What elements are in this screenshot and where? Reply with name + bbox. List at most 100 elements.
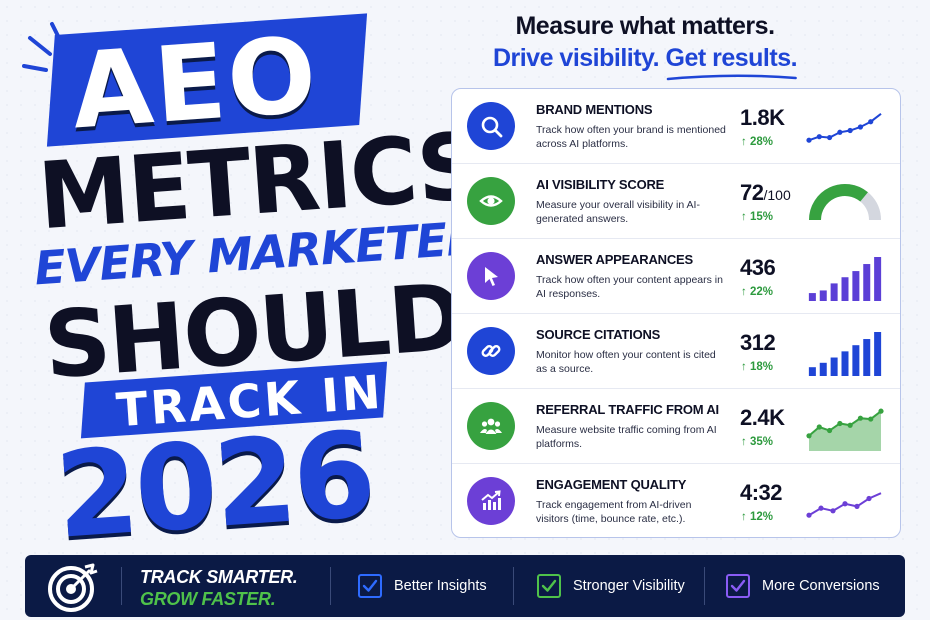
chart-bar — [819, 290, 827, 301]
chart-bar — [863, 339, 871, 376]
chart-point — [878, 408, 884, 414]
chart-bar — [808, 367, 816, 376]
chart-bar — [841, 351, 849, 376]
chart-bar — [841, 277, 849, 301]
eye-icon — [467, 177, 515, 225]
chart-point — [857, 415, 864, 421]
chart-point — [847, 127, 853, 134]
footer-divider — [121, 567, 122, 605]
tagline-get-results: Get results. — [665, 44, 798, 81]
metric-row-ai-visibility-score: AI VISIBILITY SCORE Measure your overall … — [452, 164, 900, 239]
check-icon — [726, 574, 750, 598]
chart-point — [866, 495, 872, 502]
underline-swoosh-icon — [666, 74, 797, 81]
gauge-fill — [809, 184, 868, 221]
feature-label: More Conversions — [762, 578, 880, 594]
chart-point — [842, 501, 848, 507]
chart-point — [806, 137, 812, 143]
feature-stronger-visibility: Stronger Visibility — [537, 573, 685, 599]
chart-bar — [874, 332, 882, 376]
metric-row-answer-appearances: ANSWER APPEARANCES Track how often your c… — [452, 239, 900, 314]
users-icon — [467, 402, 515, 450]
link-icon — [467, 327, 515, 375]
headline-year: 2026 — [51, 405, 377, 565]
chart-point — [816, 424, 822, 430]
metric-change: ↑ 18% — [741, 361, 773, 373]
metric-description: Measure your overall visibility in AI-ge… — [536, 199, 700, 225]
chart-bar — [808, 293, 816, 301]
chart-point — [826, 134, 833, 141]
chart-bar — [830, 357, 838, 376]
metric-row-brand-mentions: BRAND MENTIONS Track how often your brand… — [452, 89, 900, 164]
footer-banner: TRACK SMARTER. GROW FASTER. Better Insig… — [25, 555, 905, 617]
metric-value-number: 2.4K — [740, 405, 785, 430]
metric-description: Monitor how often your content is cited … — [536, 349, 716, 375]
metric-value-number: 72 — [740, 180, 764, 205]
metric-value-number: 1.8K — [740, 105, 785, 130]
chart-point — [818, 505, 824, 511]
chart-bar — [852, 271, 860, 301]
chart-point — [857, 124, 864, 130]
metric-change: ↑ 22% — [741, 286, 773, 298]
metric-value: 2.4K — [740, 405, 785, 431]
growth-chart-icon — [467, 477, 515, 525]
metric-change: ↑ 12% — [741, 511, 773, 523]
chart-point — [837, 129, 843, 135]
metric-value-number: 312 — [740, 330, 776, 355]
chart-point — [868, 119, 874, 125]
chart-point — [806, 512, 812, 518]
check-icon — [358, 574, 382, 598]
feature-label: Better Insights — [394, 578, 487, 594]
chart-area-fill — [809, 411, 881, 451]
metric-value: 436 — [740, 255, 776, 281]
metric-line-chart — [806, 113, 882, 143]
cursor-icon — [467, 252, 515, 300]
metrics-panel: BRAND MENTIONS Track how often your brand… — [451, 88, 901, 538]
target-arrow-icon — [48, 563, 98, 612]
chart-point — [816, 134, 822, 140]
footer-divider — [704, 567, 705, 605]
metric-value-number: 436 — [740, 255, 776, 280]
chart-point — [868, 416, 874, 422]
metric-line-chart — [806, 492, 882, 518]
chart-point — [806, 433, 812, 439]
metric-description: Measure website traffic coming from AI p… — [536, 424, 717, 450]
feature-more-conversions: More Conversions — [726, 573, 880, 599]
metric-gauge-chart — [809, 184, 881, 221]
tagline-line2: Drive visibility. Get results. — [470, 44, 820, 81]
tagline-get-results-text: Get results. — [665, 44, 798, 72]
footer-slogan-line1: TRACK SMARTER. — [140, 567, 298, 587]
metric-title: REFERRAL TRAFFIC FROM AI — [536, 402, 719, 417]
footer-divider — [330, 567, 331, 605]
footer-slogan-line2: GROW FASTER. — [140, 589, 276, 609]
metric-value: 4:32 — [740, 480, 783, 506]
tagline-drive-visibility: Drive visibility. — [492, 44, 660, 72]
metric-change: ↑ 15% — [741, 211, 773, 223]
metric-title: AI VISIBILITY SCORE — [536, 177, 665, 192]
metric-row-referral-traffic-from-ai: REFERRAL TRAFFIC FROM AI Measure website … — [452, 389, 900, 464]
tagline-line1: Measure what matters. — [515, 12, 775, 40]
footer-divider — [513, 567, 514, 605]
chart-bar — [863, 264, 871, 301]
metric-bars-chart — [808, 257, 882, 301]
metric-value: 1.8K — [740, 105, 785, 131]
chart-point — [837, 420, 843, 427]
metric-description: Track how often your content appears in … — [536, 274, 723, 300]
check-icon — [537, 574, 561, 598]
chart-point — [830, 508, 836, 514]
chart-bar — [819, 362, 827, 376]
chart-bar — [874, 257, 882, 301]
search-icon — [467, 102, 515, 150]
metric-value-suffix: /100 — [763, 187, 791, 203]
metric-value: 72/100 — [740, 180, 791, 206]
metric-row-engagement-quality: ENGAGEMENT QUALITY Track engagement from … — [452, 464, 900, 539]
metric-description: Track engagement from AI-driven visitors… — [536, 499, 692, 525]
metric-title: ANSWER APPEARANCES — [536, 252, 693, 267]
feature-label: Stronger Visibility — [573, 578, 685, 594]
metric-value-number: 4:32 — [740, 480, 783, 505]
headline: AEO METRICS EVERY MARKETER SHOULD TRACK … — [0, 0, 485, 565]
metric-title: ENGAGEMENT QUALITY — [536, 477, 687, 492]
metric-row-source-citations: SOURCE CITATIONS Monitor how often your c… — [452, 314, 900, 389]
metric-bars-chart — [808, 332, 882, 376]
chart-point — [854, 503, 860, 509]
